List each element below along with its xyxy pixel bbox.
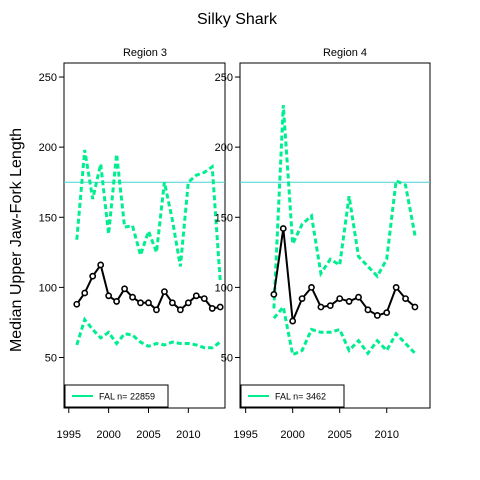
panel-region-4: Region 4 50 100 150 200 250 1995 2000 2005 2010 F… xyxy=(215,47,431,441)
y-tick-label: 50 xyxy=(45,353,57,365)
y-tick-label: 100 xyxy=(39,282,57,294)
legend-box xyxy=(240,384,345,408)
legend-box xyxy=(64,384,169,408)
median-point xyxy=(355,293,362,301)
median-point xyxy=(168,299,176,307)
median-point xyxy=(200,295,208,303)
x-tick-label: 2000 xyxy=(280,429,304,441)
median-point xyxy=(402,295,409,303)
median-point xyxy=(383,309,391,317)
median-point xyxy=(298,295,306,303)
median-point xyxy=(392,283,400,291)
median-point xyxy=(216,303,224,311)
y-tick-label: 150 xyxy=(39,212,57,224)
x-tick-label: 1995 xyxy=(57,429,81,441)
median-point xyxy=(129,293,136,301)
plot-frame xyxy=(63,62,226,409)
y-tick-label: 150 xyxy=(215,212,233,224)
y-tick-label: 50 xyxy=(221,353,233,365)
median-point xyxy=(308,283,315,291)
plot-frame xyxy=(239,62,431,409)
panel-title-region-4: Region 4 xyxy=(323,47,367,59)
chart-title: Silky Shark xyxy=(197,11,278,28)
median-point xyxy=(345,298,353,305)
upper-bound-line xyxy=(75,149,222,281)
median-point xyxy=(192,292,200,300)
upper-bound-line xyxy=(272,104,417,309)
median-point xyxy=(97,261,105,269)
lower-bound-line xyxy=(272,303,417,357)
median-point xyxy=(279,225,287,232)
y-tick-label: 250 xyxy=(39,72,57,84)
y-tick-label: 200 xyxy=(215,142,233,154)
median-point xyxy=(145,299,152,307)
y-tick-label: 100 xyxy=(215,282,233,294)
median-point xyxy=(176,306,184,314)
median-point xyxy=(184,299,192,307)
median-point xyxy=(208,305,216,312)
median-point xyxy=(289,317,297,325)
median-line xyxy=(272,228,416,322)
median-point xyxy=(373,312,381,319)
legend-label: FAL n= 3462 xyxy=(275,392,326,402)
median-point xyxy=(105,292,113,300)
x-tick-label: 1995 xyxy=(233,429,257,441)
median-point xyxy=(364,306,372,314)
x-tick-label: 2000 xyxy=(96,429,120,441)
median-point xyxy=(89,272,97,280)
median-point xyxy=(137,299,144,307)
x-tick-label: 2005 xyxy=(327,429,351,441)
panel-title-region-3: Region 3 xyxy=(123,47,167,59)
median-point xyxy=(317,303,325,311)
median-point xyxy=(326,302,334,310)
median-point xyxy=(411,303,419,311)
x-tick-label: 2010 xyxy=(176,429,200,441)
legend-label: FAL n= 22859 xyxy=(99,392,155,402)
median-point xyxy=(153,306,160,314)
median-point xyxy=(121,285,128,293)
y-axis-label: Median Upper Jaw-Fork Length xyxy=(8,128,25,352)
panel-region-3: Region 3 50 100 150 200 250 1995 2000 2005 2010 F… xyxy=(39,47,226,441)
lower-bound-line xyxy=(75,316,222,350)
median-point xyxy=(73,300,81,308)
median-point xyxy=(161,288,168,295)
x-tick-label: 2005 xyxy=(136,429,160,441)
y-tick-label: 200 xyxy=(39,142,57,154)
x-tick-label: 2010 xyxy=(374,429,398,441)
median-point xyxy=(81,289,89,297)
y-tick-label: 250 xyxy=(215,72,233,84)
median-point xyxy=(113,298,121,305)
median-point xyxy=(270,291,278,298)
median-point xyxy=(336,295,344,303)
